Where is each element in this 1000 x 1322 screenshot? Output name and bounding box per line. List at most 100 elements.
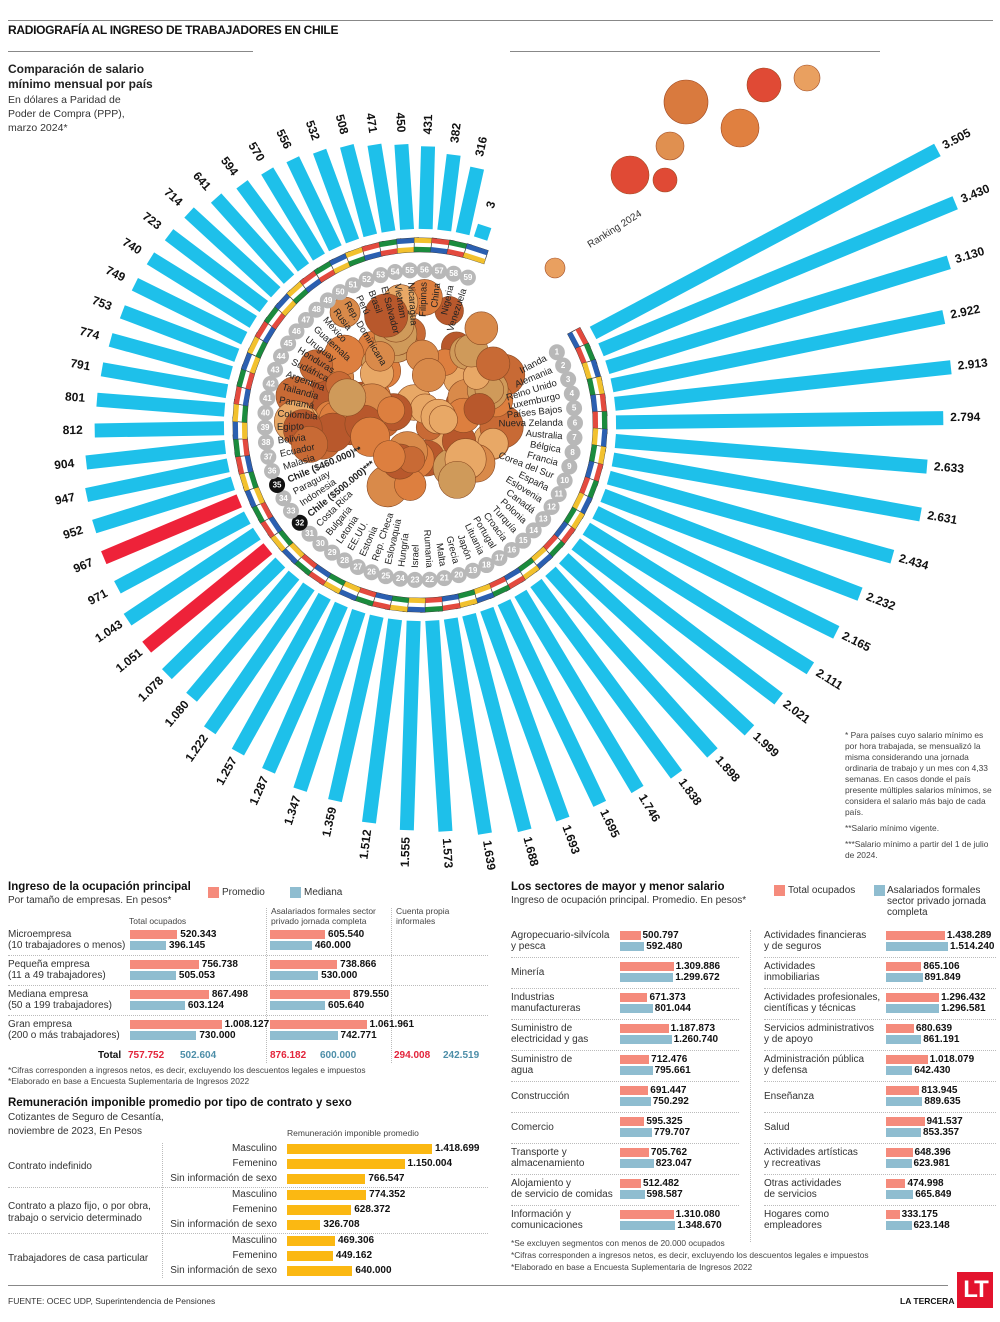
- country-bar-group: 812 39 Egipto: [63, 416, 304, 440]
- bar-asalariados: [620, 1097, 651, 1106]
- rank-number: 56: [420, 266, 429, 275]
- legend-label: Asalariados formales: [887, 885, 981, 896]
- radial-chart-description: En dólares a Paridad de Poder de Compra …: [8, 94, 125, 134]
- salary-bar: [399, 620, 421, 831]
- company-size-label: Gran empresa: [8, 1019, 72, 1030]
- ingreso-ocupacion-chart: Ingreso de la ocupación principal Por ta…: [0, 878, 495, 1088]
- value-asalariados: 1.348.670: [677, 1220, 722, 1231]
- salary-bar: [367, 143, 396, 233]
- footnote-julio: ***Salario mínimo a partir del 1 de juli…: [845, 839, 989, 860]
- coin-icon: [411, 358, 446, 392]
- rank-number: 54: [391, 268, 400, 277]
- value-asalariados: 889.635: [924, 1096, 961, 1107]
- value-asalariados-mediana: 530.000: [321, 970, 358, 981]
- sector-label: Actividades profesionales,: [764, 992, 881, 1003]
- rank-badge: [257, 404, 274, 421]
- top-rule: [8, 20, 993, 21]
- salary-value-label: 749: [103, 263, 127, 285]
- group-divider: [8, 1187, 488, 1188]
- salary-bar: [101, 494, 242, 565]
- legend-label: completa: [887, 907, 928, 918]
- rank-number: 40: [261, 408, 270, 417]
- salary-bar: [328, 614, 384, 803]
- row-divider: [764, 1143, 996, 1144]
- coin-icon: [544, 257, 566, 279]
- country-bar-group: 2.794 6 Nueva Zelanda: [498, 410, 981, 435]
- sector-label: comunicaciones: [511, 1220, 583, 1231]
- sector-label: Administración pública: [764, 1054, 865, 1065]
- value-total-promedio: 756.738: [201, 959, 238, 970]
- value-total-ocupados: 333.175: [901, 1209, 938, 1220]
- salary-value-label: 1.693: [559, 823, 583, 856]
- rank-badge: [267, 361, 284, 378]
- value-asalariados-promedio: 1.061.961: [369, 1019, 415, 1030]
- salary-bar: [142, 543, 273, 653]
- rank-badge: [406, 571, 423, 588]
- coin-icon: [652, 167, 678, 193]
- rank-number: 45: [284, 339, 293, 348]
- value-asalariados-mediana: 605.640: [328, 1000, 365, 1011]
- salary-bar: [210, 193, 295, 284]
- salary-value-label: 2.434: [897, 551, 930, 573]
- row-divider: [764, 988, 996, 989]
- salary-bar: [497, 599, 607, 807]
- coin-icon: [663, 79, 709, 125]
- salary-value-label: 570: [245, 140, 267, 165]
- salary-bar: [184, 207, 281, 298]
- rank-number: 2: [561, 361, 566, 370]
- rank-badge: [257, 419, 274, 436]
- salary-value-label: 1.080: [162, 697, 192, 729]
- sector-label: Comercio: [511, 1122, 554, 1133]
- row-divider: [511, 1050, 739, 1051]
- remuneration-value: 628.372: [354, 1204, 391, 1215]
- rank-badge: [392, 570, 409, 587]
- salary-value-label: 556: [273, 127, 294, 151]
- bar-asalariados-mediana: [270, 1001, 326, 1010]
- salary-bar: [614, 360, 952, 411]
- coin-icon: [720, 108, 760, 148]
- rank-badge: [257, 434, 274, 451]
- salary-value-label: 2.631: [926, 508, 958, 527]
- salary-value-label: 3.130: [953, 244, 986, 266]
- sector-label: Hogares como: [764, 1209, 830, 1220]
- country-name-label: Israel: [410, 545, 422, 569]
- sector-label: empleadores: [764, 1220, 822, 1231]
- value-total-ocupados: 474.998: [907, 1178, 944, 1189]
- salary-value-label: 753: [90, 293, 114, 313]
- bar-asalariados-promedio: [270, 990, 350, 999]
- rank-badge: [563, 385, 580, 402]
- salary-bar: [614, 434, 928, 474]
- contract-type-label: Trabajadores de casa particular: [8, 1253, 149, 1264]
- value-total-ocupados: 705.762: [650, 1147, 688, 1158]
- bar-total-ocupados: [620, 1179, 641, 1188]
- salary-value-label: 382: [447, 122, 463, 144]
- coin-icon: [299, 349, 334, 384]
- remuneration-value: 449.162: [335, 1250, 373, 1261]
- rank-badge: [525, 522, 542, 539]
- rank-badge: [336, 552, 353, 569]
- legend-swatch-asalariados: [874, 885, 885, 896]
- value-total-ocupados: 595.325: [646, 1116, 683, 1127]
- sectores-title: Los sectores de mayor y menor salario: [511, 881, 725, 893]
- bar-total-ocupados: [886, 962, 922, 971]
- bar-total-ocupados: [886, 1024, 914, 1033]
- country-bar-group: 1.512 24 Hungría: [357, 532, 412, 860]
- remu-divider: [162, 1143, 163, 1278]
- rank-number: 37: [264, 452, 273, 461]
- rank-number: 3: [566, 375, 571, 384]
- value-total-ocupados: 500.797: [642, 930, 679, 941]
- salary-value-label: 594: [218, 154, 241, 179]
- rank-badge: [561, 458, 578, 475]
- footer-rule: [8, 1285, 948, 1286]
- legend-total-ocupados: Total ocupados: [774, 885, 855, 896]
- salary-bar: [114, 511, 251, 594]
- rank-badge: [548, 344, 565, 361]
- sex-label: Masculino: [231, 1189, 277, 1200]
- rank-number: 6: [573, 418, 578, 427]
- salary-bar: [480, 606, 570, 822]
- value-total-mediana: 603.124: [187, 1000, 224, 1011]
